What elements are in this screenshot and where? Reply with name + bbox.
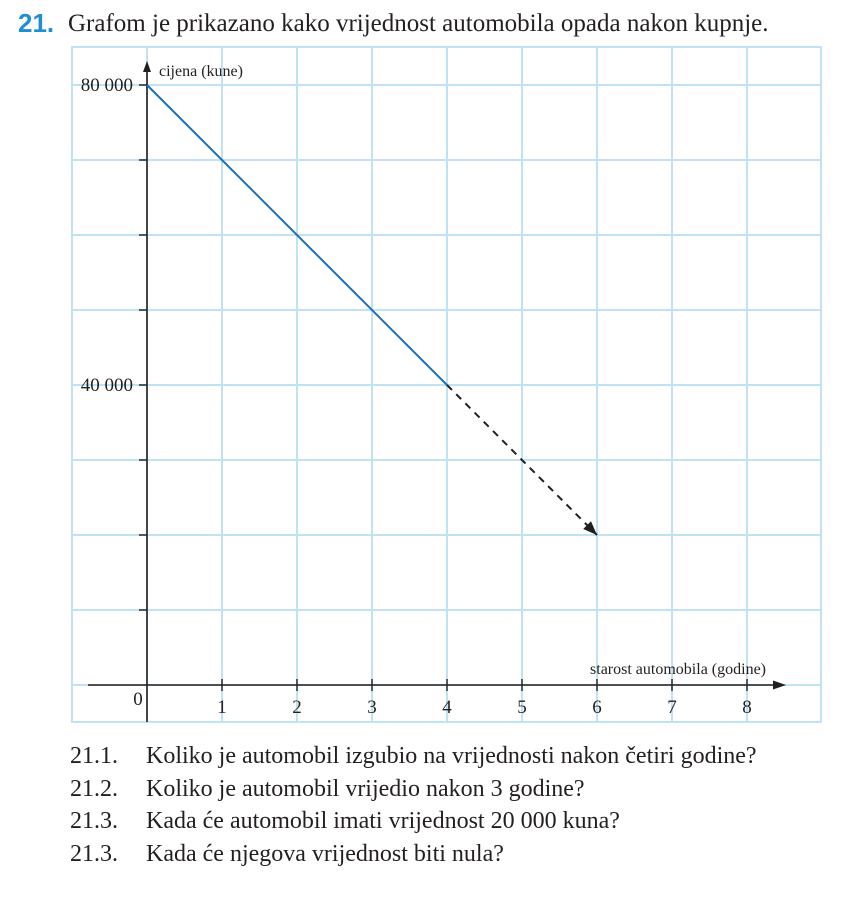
x-tick-label: 7 [667,697,677,718]
y-axis-arrow [143,61,151,72]
x-tick-label: 2 [292,697,302,718]
x-tick-label: 8 [742,697,752,718]
y-axis-label: cijena (kune) [159,63,243,80]
chart-grid [71,46,822,723]
task-number: 21. [18,8,55,38]
x-tick-label: 1 [217,697,227,718]
question-text: Koliko je automobil vrijedio nakon 3 god… [146,775,585,802]
chart-series [146,84,598,536]
x-tick-label: 4 [442,697,452,718]
question-text: Kada će njegova vrijednost biti nula? [146,840,504,867]
x-tick-label: 5 [517,697,527,718]
x-tick-label: 3 [367,697,377,718]
question-list: 21.1. Koliko je automobil izgubio na vrij… [70,740,757,870]
extrapolation-line [446,384,598,536]
question-item: 21.2. Koliko je automobil vrijedio nakon … [70,773,757,806]
x-axis-arrow [773,680,786,690]
task-text: Grafom je prikazano kako vrijednost auto… [68,10,769,37]
question-number: 21.2. [70,775,118,802]
question-number: 21.1. [70,743,118,769]
origin-label: 0 [133,689,143,710]
question-number: 21.3. [70,840,118,867]
value-line [146,84,448,386]
y-tick-label: 40 000 [81,375,133,396]
y-tick-label: 80 000 [81,75,133,96]
chart-axes [88,61,786,722]
question-item: 21.3. Kada će njegova vrijednost biti nul… [70,838,757,871]
question-text: Koliko je automobil izgubio na vrijednos… [146,743,757,769]
x-tick-label: 6 [592,697,602,718]
extrapolation-arrowhead [583,521,597,535]
question-item: 21.3. Kada će automobil imati vrijednost … [70,805,757,838]
x-axis-label: starost automobila (godine) [590,661,766,678]
question-number: 21.3. [70,808,118,834]
question-item: 21.1. Koliko je automobil izgubio na vrij… [70,740,757,773]
depreciation-chart: cijena (kune) starost automobila (godine… [71,46,822,723]
question-text: Kada će automobil imati vrijednost 20 00… [146,808,620,834]
chart-labels: cijena (kune) starost automobila (godine… [81,63,766,718]
